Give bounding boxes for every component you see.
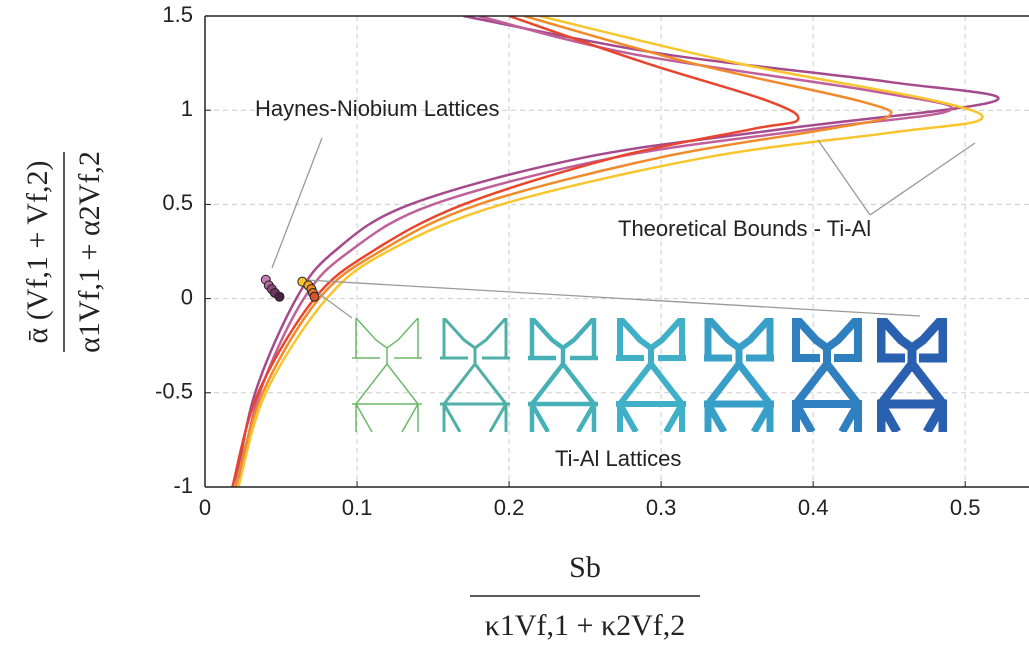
- annotation: Ti-Al Lattices: [555, 446, 681, 471]
- lattice-image: [616, 318, 686, 432]
- lattice-image: [440, 318, 510, 432]
- x-tick-label: 0.2: [494, 495, 525, 520]
- x-tick-label: 0: [199, 495, 211, 520]
- y-tick-label: 0.5: [162, 190, 193, 215]
- data-point: [309, 291, 320, 302]
- bound-curve: [237, 16, 954, 487]
- lattice-image: [704, 318, 774, 432]
- x-label-denominator: κ1Vf,1 + κ2Vf,2: [485, 609, 685, 642]
- lattice-image: [352, 318, 422, 432]
- y-tick-label: -0.5: [155, 379, 193, 404]
- x-label-numerator: Sb: [569, 551, 601, 584]
- y-tick-label: -1: [173, 473, 193, 498]
- lattice-image: [528, 318, 598, 432]
- y-tick-label: 1.5: [162, 2, 193, 27]
- leader-line: [305, 279, 921, 317]
- x-tick-label: 0.5: [950, 495, 981, 520]
- x-tick-label: 0.4: [798, 495, 829, 520]
- lattice-image: [792, 318, 862, 432]
- annotation: Haynes-Niobium Lattices: [255, 96, 500, 121]
- y-tick-label: 0: [181, 284, 193, 309]
- x-tick-label: 0.1: [342, 495, 373, 520]
- bound-curve: [237, 16, 984, 487]
- x-tick-label: 0.3: [646, 495, 677, 520]
- leader-line: [817, 139, 871, 216]
- points: [260, 274, 320, 302]
- bound-curve: [234, 16, 893, 487]
- y-label-denominator: α1Vf,1 + α2Vf,2: [73, 151, 106, 353]
- y-tick-label: 1: [181, 96, 193, 121]
- leader-line: [271, 137, 323, 269]
- y-label: ᾱ (Vf,1 + Vf,2) α1Vf,1 + α2Vf,2: [21, 151, 106, 353]
- annotation: Theoretical Bounds - Ti-Al: [618, 216, 871, 241]
- bound-curve: [231, 16, 800, 487]
- data-point: [274, 291, 285, 302]
- leader-line: [869, 142, 976, 216]
- curves: [231, 16, 1000, 487]
- lattice-image: [877, 318, 947, 432]
- lattice-images: [352, 318, 947, 432]
- y-label-numerator: ᾱ (Vf,1 + Vf,2): [21, 161, 54, 344]
